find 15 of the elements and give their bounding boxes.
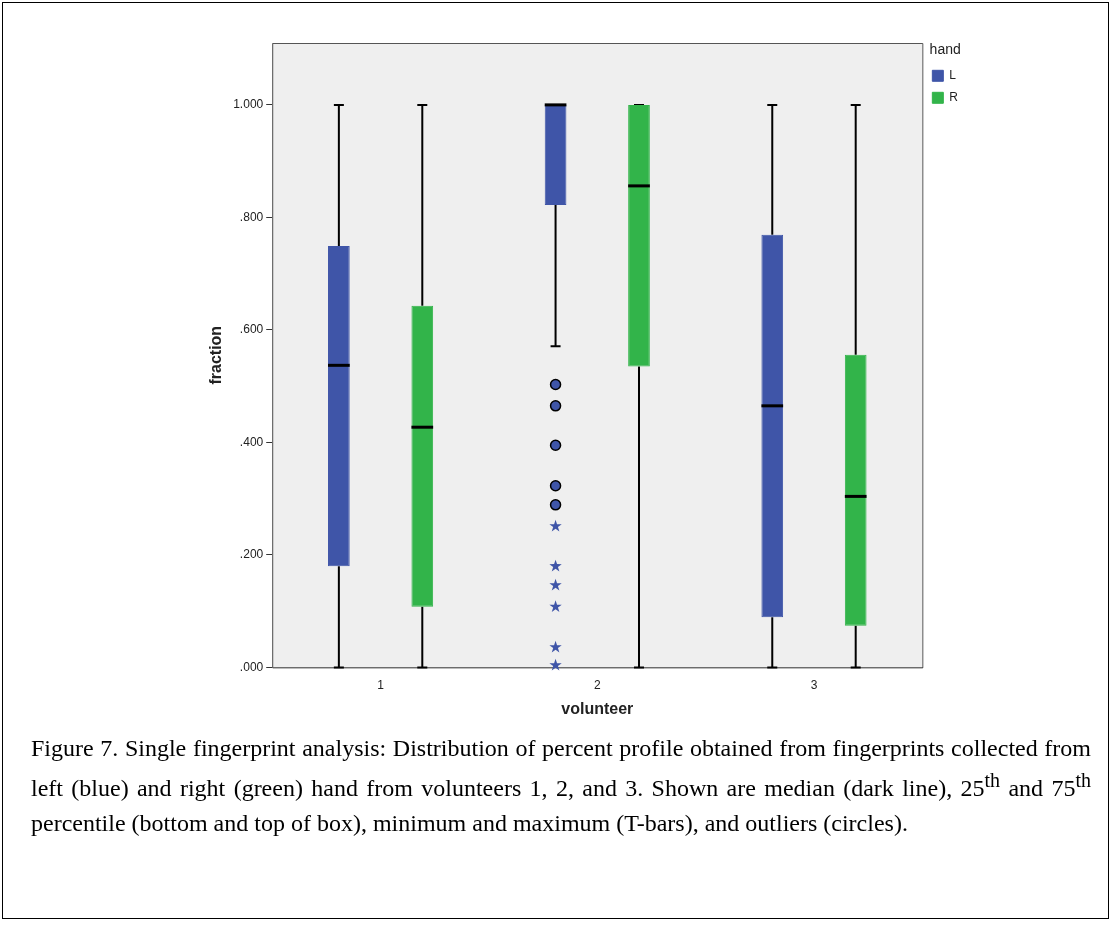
y-tick-label: .600 xyxy=(239,322,264,337)
y-tick-label: .400 xyxy=(239,434,264,449)
y-axis-title: fraction xyxy=(207,325,225,385)
y-tick-label: 1.000 xyxy=(233,97,264,112)
legend-title: hand xyxy=(929,40,961,57)
x-tick-label: 1 xyxy=(377,677,385,692)
x-axis-title: volunteer xyxy=(561,699,634,717)
x-tick-label: 3 xyxy=(810,677,818,692)
legend-label: R xyxy=(949,90,959,105)
y-tick-label: .200 xyxy=(239,547,264,562)
x-tick-label: 2 xyxy=(593,677,601,692)
legend-label: L xyxy=(949,68,957,83)
y-tick-label: .800 xyxy=(239,209,264,224)
y-tick-label: .000 xyxy=(239,659,264,674)
text: Figure 7. Single fingerprint analysis: Distribution of percent profile obtained from fingerprints collected from left (blue) and right (green) hand from volunteers 1, 2, and 3. Shown are median (dark line), 25$^{th}$ and 75$^{th}$ percentile (bottom and top of box), minimum and maximum (T-bars), and outliers (circles). xyxy=(31,735,1091,836)
